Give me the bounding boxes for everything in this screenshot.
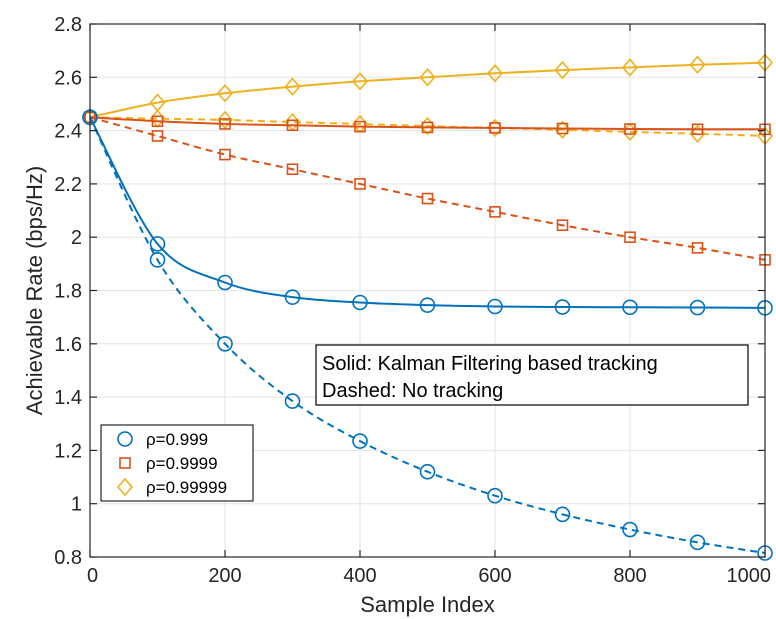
y-tick-label: 0.8 (54, 547, 82, 569)
data-point-rho-0.999-dashed (352, 433, 368, 449)
data-point-rho-0.99999-solid (486, 64, 504, 83)
data-point-rho-0.9999-solid (489, 122, 501, 134)
data-point-rho-0.999-solid (284, 289, 301, 305)
series-rho-0.9999-solid (84, 111, 771, 136)
legend-marker-square (119, 457, 131, 469)
data-point-rho-0.9999-solid (691, 123, 704, 136)
x-tick-label: 0 (87, 565, 98, 587)
series-line-rho-0.999-solid (89, 116, 766, 309)
data-point-rho-0.9999-dashed (556, 219, 569, 232)
data-point-rho-0.9999-solid (421, 121, 434, 134)
series-line-rho-0.99999-dashed (89, 116, 766, 137)
data-point-rho-0.9999-dashed (219, 148, 231, 161)
data-point-rho-0.999-dashed (419, 463, 436, 480)
data-point-rho-0.9999-dashed (624, 231, 636, 243)
data-point-rho-0.9999-dashed (354, 178, 366, 190)
data-point-rho-0.999-dashed (689, 534, 706, 551)
data-point-rho-0.999-solid (554, 299, 571, 315)
legend-label-rho-0.9999: ρ=0.9999 (146, 454, 218, 473)
x-tick-label: 600 (478, 565, 511, 587)
annotation-frame (315, 344, 749, 406)
legend-marker-circle (117, 431, 133, 447)
y-axis-label: Achievable Rate (bps/Hz) (22, 166, 47, 415)
data-point-rho-0.9999-dashed (286, 163, 299, 176)
y-tick-label: 2.4 (54, 121, 82, 143)
data-point-rho-0.999-solid (352, 294, 368, 311)
data-point-rho-0.9999-solid (624, 123, 636, 135)
legend-label-rho-0.999: ρ=0.999 (146, 430, 208, 449)
data-point-rho-0.9999-solid (354, 120, 366, 133)
data-point-rho-0.99999-solid (351, 72, 369, 91)
annotation-line-solid: Solid: Kalman Filtering based tracking (322, 353, 658, 375)
data-point-rho-0.99999-solid (554, 60, 571, 80)
data-point-rho-0.9999-solid (219, 118, 231, 130)
x-axis-label: Sample Index (360, 592, 495, 617)
data-point-rho-0.999-dashed (487, 487, 503, 504)
data-point-rho-0.99999-dashed (216, 110, 234, 130)
data-point-rho-0.99999-solid (689, 55, 706, 74)
data-point-rho-0.9999-solid (556, 122, 569, 135)
data-point-rho-0.9999-solid (151, 115, 164, 128)
data-point-rho-0.999-solid (487, 298, 503, 315)
data-point-rho-0.999-dashed (622, 521, 638, 538)
annotation-line-dashed: Dashed: No tracking (322, 380, 503, 402)
series-line-rho-0.9999-solid (89, 116, 766, 131)
data-point-rho-0.999-dashed (284, 393, 301, 409)
series-line-rho-0.99999-solid (89, 61, 766, 119)
x-tick-label: 800 (613, 565, 646, 587)
x-tick-label: 200 (208, 565, 241, 587)
y-tick-label: 2 (71, 227, 82, 249)
plot-lines (81, 53, 774, 561)
y-tick-label: 1.6 (54, 334, 82, 356)
data-point-rho-0.9999-dashed (489, 206, 501, 218)
series-line-rho-0.999-dashed (89, 116, 766, 554)
x-tick-label: 1000 (727, 565, 772, 587)
data-point-rho-0.99999-solid (284, 77, 301, 96)
data-point-rho-0.999-dashed (149, 252, 166, 268)
data-point-rho-0.9999-dashed (691, 242, 704, 254)
data-point-rho-0.99999-solid (216, 84, 234, 103)
y-tick-label: 1.2 (54, 440, 82, 462)
legend-markers (116, 431, 134, 497)
y-tick-label: 1 (71, 494, 82, 516)
legend: ρ=0.999 ρ=0.9999 ρ=0.99999 (100, 424, 254, 502)
annotation-box: Solid: Kalman Filtering based tracking D… (315, 344, 749, 406)
data-point-rho-0.999-dashed (554, 506, 571, 523)
x-tick-label: 400 (343, 565, 376, 587)
data-point-rho-0.999-solid (622, 299, 638, 316)
y-tick-label: 1.4 (54, 387, 82, 409)
y-tick-label: 2.2 (54, 174, 82, 196)
axis-ticks: 0 200 400 600 800 1000 0.8 1 1.2 1.4 1.6 1.8 2 2.2 2.4… (54, 14, 771, 587)
data-point-rho-0.99999-solid (621, 58, 639, 77)
y-tick-label: 2.8 (54, 14, 82, 36)
y-tick-label: 2.6 (54, 67, 82, 89)
data-point-rho-0.999-solid (689, 299, 706, 316)
y-tick-label: 1.8 (54, 281, 82, 303)
data-point-rho-0.999-solid (149, 236, 166, 252)
legend-marker-diamond (116, 477, 134, 497)
data-point-rho-0.999-solid (217, 274, 233, 291)
legend-frame (100, 424, 254, 502)
data-point-rho-0.99999-solid (419, 68, 436, 87)
legend-label-rho-0.99999: ρ=0.99999 (146, 478, 227, 497)
data-point-rho-0.9999-dashed (151, 130, 164, 142)
data-point-rho-0.999-dashed (217, 335, 233, 352)
data-point-rho-0.999-solid (419, 297, 436, 313)
series-rho-0.999-dashed (82, 109, 773, 561)
data-point-rho-0.9999-dashed (421, 192, 434, 205)
data-point-rho-0.9999-solid (286, 119, 299, 132)
